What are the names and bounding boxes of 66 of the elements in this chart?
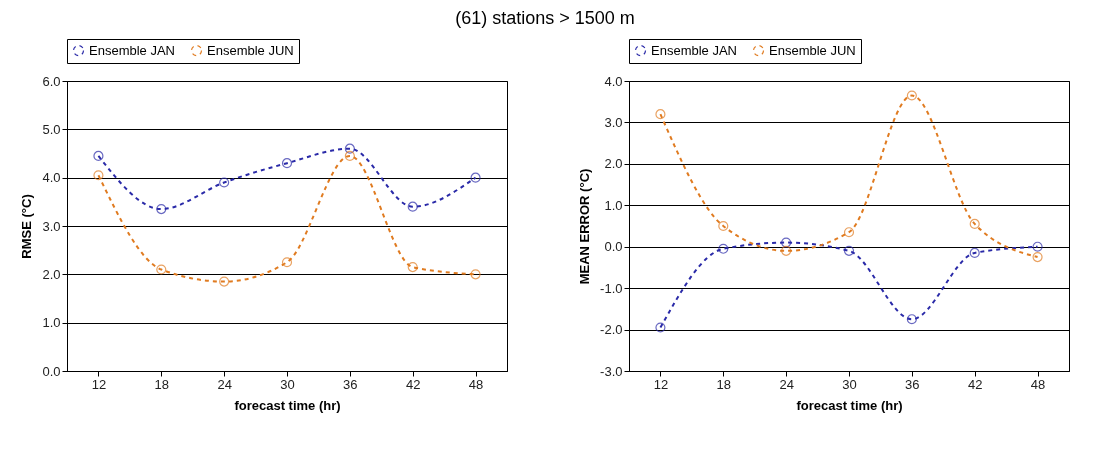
point — [906, 90, 917, 101]
point — [1032, 252, 1043, 263]
point — [718, 243, 729, 254]
point — [1032, 241, 1043, 252]
x-tick-label: 36 — [905, 376, 920, 392]
point — [407, 262, 418, 273]
point — [655, 109, 666, 120]
point — [344, 143, 355, 154]
point — [781, 237, 792, 248]
point — [906, 314, 917, 325]
x-tick-label: 30 — [842, 376, 857, 392]
point — [781, 245, 792, 256]
x-tick-label: 18 — [154, 376, 170, 392]
x-tick-label: 18 — [716, 376, 732, 392]
x-axis-title: forecast time (hr) — [234, 397, 341, 413]
y-tick-label: 5.0 — [42, 121, 61, 137]
point — [470, 269, 481, 280]
x-tick-label: 36 — [343, 376, 358, 392]
point — [969, 247, 980, 258]
x-tick-label: 24 — [217, 376, 232, 392]
x-tick-label: 48 — [1030, 376, 1046, 392]
point — [281, 158, 293, 169]
y-tick-label: 0.0 — [604, 239, 623, 255]
y-axis-title: RMSE (°C) — [19, 194, 35, 259]
point — [843, 227, 855, 238]
x-tick-label: 24 — [779, 376, 794, 392]
y-tick-label: 3.0 — [604, 114, 623, 130]
y-tick-label: 0.0 — [42, 363, 61, 379]
y-tick-label: 4.0 — [604, 73, 623, 89]
point — [470, 172, 481, 183]
x-tick-label: 30 — [280, 376, 295, 392]
y-tick-label: 1.0 — [604, 197, 623, 213]
point — [407, 201, 418, 212]
point — [718, 220, 729, 232]
text: (61) stations > 1500 m — [455, 8, 635, 28]
y-tick-label: 3.0 — [42, 218, 61, 234]
point — [843, 245, 855, 256]
point — [655, 322, 666, 333]
y-axis-title: MEAN ERROR (°C) — [577, 168, 593, 285]
x-tick-label: 12 — [653, 376, 669, 392]
y-tick-label: 2.0 — [42, 266, 61, 282]
point — [219, 177, 230, 188]
y-tick-label: -3.0 — [600, 363, 623, 379]
point — [219, 276, 230, 287]
y-tick-label: 1.0 — [42, 315, 61, 331]
legend-label: Ensemble JAN — [89, 42, 175, 58]
x-axis-title: forecast time (hr) — [796, 397, 903, 413]
y-tick-label: -1.0 — [600, 280, 623, 296]
point — [93, 170, 104, 181]
point — [156, 264, 167, 275]
y-tick-label: -2.0 — [600, 322, 623, 338]
point — [156, 204, 167, 215]
y-tick-label: 4.0 — [42, 170, 61, 186]
legend-label: Ensemble JAN — [651, 42, 737, 58]
point — [344, 150, 355, 161]
legend-label: Ensemble JUN — [769, 42, 856, 58]
point — [93, 150, 104, 161]
x-tick-label: 12 — [91, 376, 107, 392]
x-tick-label: 48 — [468, 376, 484, 392]
legend-label: Ensemble JUN — [207, 42, 294, 58]
x-tick-label: 42 — [405, 376, 421, 392]
y-tick-label: 2.0 — [604, 156, 623, 172]
point — [281, 257, 293, 268]
point — [969, 218, 980, 229]
y-tick-label: 6.0 — [42, 73, 61, 89]
x-tick-label: 42 — [967, 376, 983, 392]
